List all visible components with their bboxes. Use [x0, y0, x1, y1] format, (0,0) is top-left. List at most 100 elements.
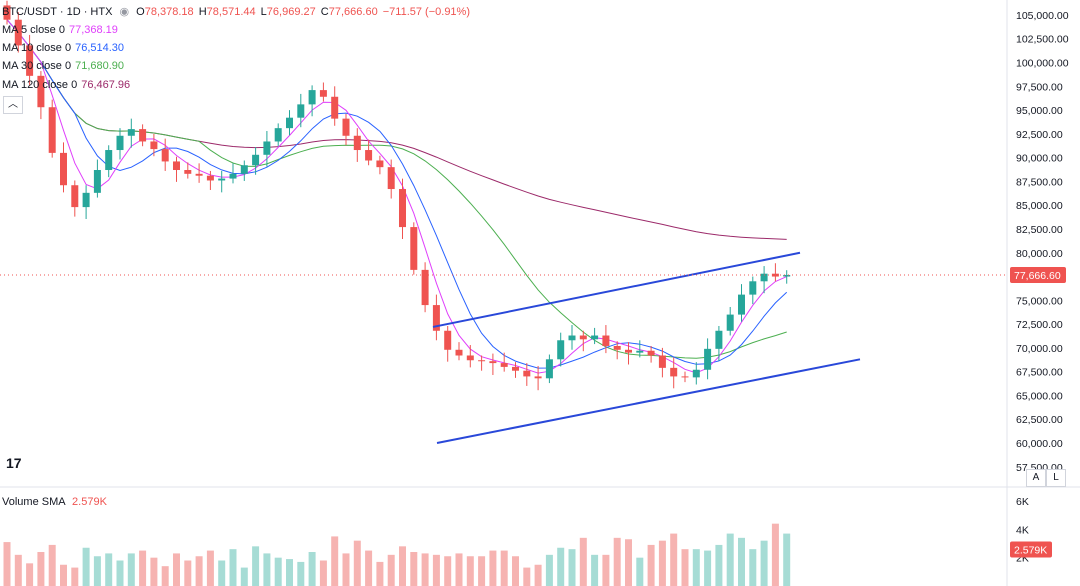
- indicator-ma30[interactable]: MA 30 close 0 71,680.90: [2, 60, 128, 72]
- tradingview-logo-icon[interactable]: 17: [6, 455, 22, 471]
- candle-body: [726, 314, 734, 331]
- candle-body: [48, 107, 56, 153]
- volume-bar: [591, 554, 599, 586]
- volume-bar: [173, 553, 180, 586]
- candle-body: [173, 161, 180, 171]
- candle-body: [71, 185, 79, 208]
- candle-body: [421, 269, 429, 306]
- volume-bar: [466, 556, 474, 586]
- log-scale-button[interactable]: L: [1046, 469, 1066, 487]
- y-tick-label: 87,500.00: [1016, 176, 1063, 188]
- volume-bar: [681, 549, 689, 586]
- collapse-indicators-button[interactable]: ︿: [3, 96, 23, 114]
- symbol-label[interactable]: BTC/USDT · 1D · HTX: [2, 6, 113, 18]
- candle-body: [783, 274, 791, 277]
- low-label: L: [260, 6, 267, 18]
- visibility-icon[interactable]: ◉: [119, 6, 130, 18]
- volume-value: 2.579K: [72, 496, 107, 508]
- indicator-label: MA 10 close 0: [2, 42, 72, 54]
- volume-bar: [432, 554, 440, 586]
- volume-bar: [399, 546, 406, 586]
- y-tick-label: 100,000.00: [1016, 58, 1069, 70]
- volume-bar: [489, 550, 497, 586]
- ma10-line: [6, 19, 788, 369]
- candle-body: [297, 104, 305, 118]
- indicator-ma120[interactable]: MA 120 close 0 76,467.96: [2, 79, 134, 91]
- volume-tick-label: 6K: [1016, 496, 1029, 508]
- volume-bar: [48, 544, 56, 586]
- candle-body: [523, 370, 531, 377]
- volume-bar: [444, 556, 452, 586]
- candle-body: [365, 150, 373, 161]
- indicator-ma5[interactable]: MA 5 close 0 77,368.19: [2, 24, 122, 36]
- indicator-ma10[interactable]: MA 10 close 0 76,514.30: [2, 42, 128, 54]
- volume-bar: [184, 560, 192, 586]
- candle-body: [195, 173, 203, 176]
- volume-bar: [557, 547, 565, 586]
- candle-body: [534, 376, 542, 379]
- candle-body: [3, 5, 11, 20]
- candle-body: [658, 355, 666, 368]
- volume-bar: [579, 537, 587, 586]
- candle-body: [184, 170, 192, 174]
- candle-body: [161, 149, 169, 162]
- indicator-label: MA 5 close 0: [2, 24, 65, 36]
- volume-bar: [71, 567, 79, 586]
- volume-bar: [195, 556, 203, 586]
- candle-body: [319, 90, 327, 97]
- candle-body: [26, 45, 34, 76]
- indicator-value: 71,680.90: [75, 60, 125, 72]
- high-value: 78,571.44: [206, 6, 256, 18]
- volume-bar: [636, 557, 644, 586]
- open-value: 78,378.18: [144, 6, 194, 18]
- candle-body: [82, 192, 90, 208]
- volume-bar: [534, 564, 542, 586]
- volume-bar: [14, 554, 22, 586]
- volume-bar: [568, 549, 576, 586]
- high-label: H: [198, 6, 207, 18]
- candle-body: [738, 294, 745, 315]
- candle-body: [568, 335, 576, 341]
- volume-bar: [365, 550, 373, 586]
- volume-sma-label: 2.579K: [1014, 544, 1047, 556]
- candle-body: [760, 273, 768, 282]
- y-tick-label: 102,500.00: [1016, 34, 1069, 46]
- volume-bar: [150, 557, 158, 586]
- indicator-value: 76,467.96: [81, 79, 131, 91]
- candle-body: [342, 118, 350, 136]
- candle-body: [715, 330, 723, 349]
- candle-body: [206, 175, 214, 181]
- volume-bar: [376, 561, 384, 586]
- candle-body: [749, 281, 757, 295]
- candle-body: [139, 129, 147, 142]
- y-tick-label: 95,000.00: [1016, 105, 1063, 117]
- volume-bar: [286, 559, 293, 586]
- candle-body: [670, 367, 678, 377]
- candle-body: [116, 135, 124, 151]
- candle-body: [252, 154, 260, 166]
- volume-bar: [26, 563, 34, 586]
- candle-body: [240, 165, 248, 174]
- candle-body: [387, 167, 395, 190]
- candle-body: [444, 330, 452, 350]
- candle-body: [353, 135, 361, 151]
- volume-bar: [715, 544, 723, 586]
- volume-bar: [545, 554, 553, 586]
- candle-body: [308, 90, 316, 105]
- candle-body: [681, 376, 689, 378]
- volume-indicator[interactable]: Volume SMA 2.579K: [2, 496, 107, 508]
- candle-body: [127, 129, 135, 136]
- auto-scale-button[interactable]: A: [1026, 469, 1046, 487]
- volume-bar: [783, 533, 791, 586]
- volume-bar: [60, 564, 67, 586]
- candle-body: [14, 19, 22, 46]
- candle-body: [410, 227, 418, 270]
- volume-bar: [478, 556, 486, 586]
- volume-bar: [218, 560, 226, 586]
- candle-body: [489, 361, 497, 364]
- volume-bar: [387, 554, 395, 586]
- volume-bar: [613, 537, 621, 586]
- candle-body: [376, 160, 384, 168]
- last-price-label: 77,666.60: [1014, 270, 1061, 282]
